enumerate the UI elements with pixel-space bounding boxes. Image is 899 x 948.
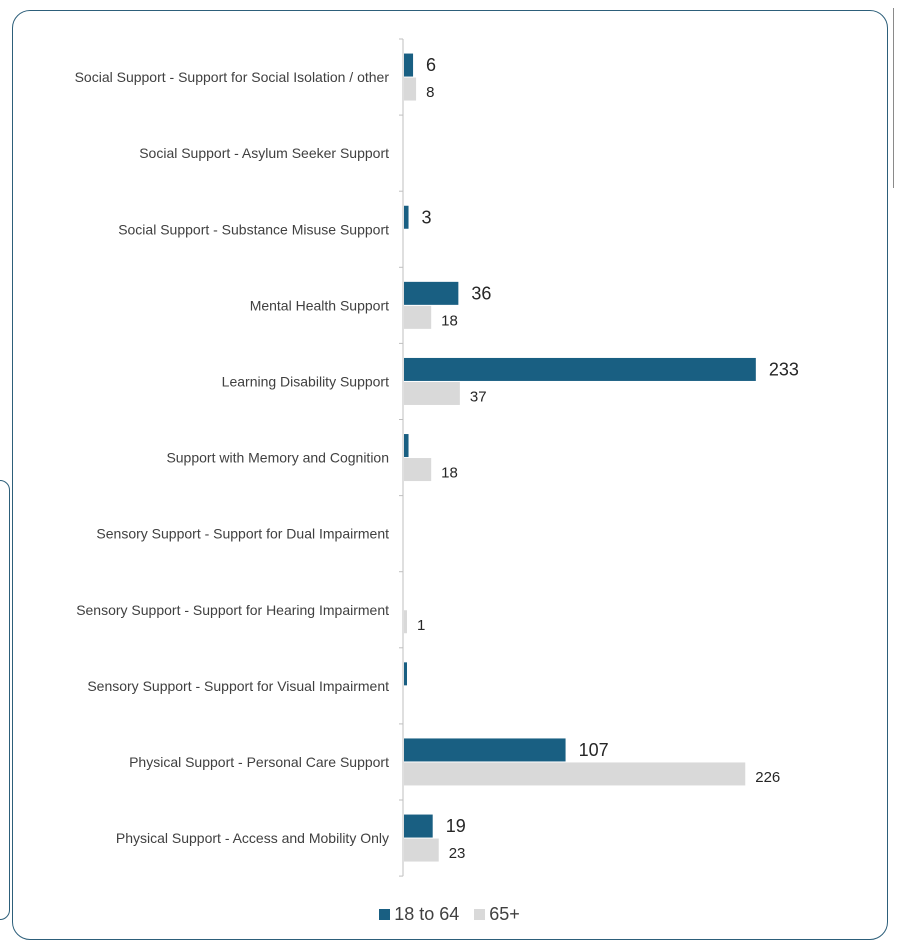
legend-item-18-to-64: 18 to 64 [379, 904, 459, 925]
category-label: Physical Support - Personal Care Support [129, 754, 389, 770]
legend-label-65-plus: 65+ [489, 904, 520, 924]
bar-65-plus [404, 610, 407, 634]
category-label: Sensory Support - Support for Dual Impai… [96, 526, 389, 542]
bar-18-to-64 [404, 357, 756, 381]
legend-label-18-to-64: 18 to 64 [394, 904, 460, 924]
legend-swatch-18-to-64 [379, 909, 391, 920]
data-label: 23 [449, 845, 466, 862]
bar-65-plus [404, 762, 746, 786]
legend: 18 to 64 65+ [0, 904, 899, 925]
data-label: 233 [769, 359, 799, 379]
legend-item-65-plus: 65+ [474, 904, 520, 925]
data-label: 37 [470, 388, 487, 405]
data-label: 19 [446, 816, 466, 836]
bar-65-plus [404, 458, 432, 482]
legend-swatch-65-plus [474, 909, 486, 920]
data-label: 3 [422, 207, 432, 227]
data-label: 18 [441, 465, 458, 482]
background-panel-right [893, 8, 899, 188]
bar-65-plus [404, 305, 432, 329]
category-label: Support with Memory and Cognition [166, 450, 389, 466]
bar-65-plus [404, 381, 460, 405]
category-label: Social Support - Asylum Seeker Support [139, 145, 389, 161]
bar-65-plus [404, 838, 439, 862]
category-label: Physical Support - Access and Mobility O… [116, 830, 389, 846]
data-label: 36 [471, 283, 491, 303]
data-label: 226 [755, 769, 780, 786]
bar-18-to-64 [404, 281, 459, 305]
data-label: 1 [417, 617, 425, 634]
category-label: Mental Health Support [250, 297, 389, 313]
bar-18-to-64 [404, 814, 433, 838]
data-label: 18 [441, 312, 458, 329]
category-label: Sensory Support - Support for Visual Imp… [87, 678, 389, 694]
bar-65-plus [404, 77, 417, 101]
data-label: 6 [426, 55, 436, 75]
bar-18-to-64 [404, 662, 407, 686]
bar-18-to-64 [404, 434, 409, 458]
category-label: Sensory Support - Support for Hearing Im… [76, 602, 389, 618]
category-label: Learning Disability Support [222, 373, 389, 389]
category-label: Social Support - Support for Social Isol… [75, 69, 390, 85]
data-label: 107 [579, 740, 609, 760]
bar-18-to-64 [404, 205, 409, 229]
category-label: Social Support - Substance Misuse Suppor… [118, 221, 389, 237]
bar-18-to-64 [404, 738, 566, 762]
bar-18-to-64 [404, 53, 414, 77]
data-label: 8 [426, 84, 434, 101]
